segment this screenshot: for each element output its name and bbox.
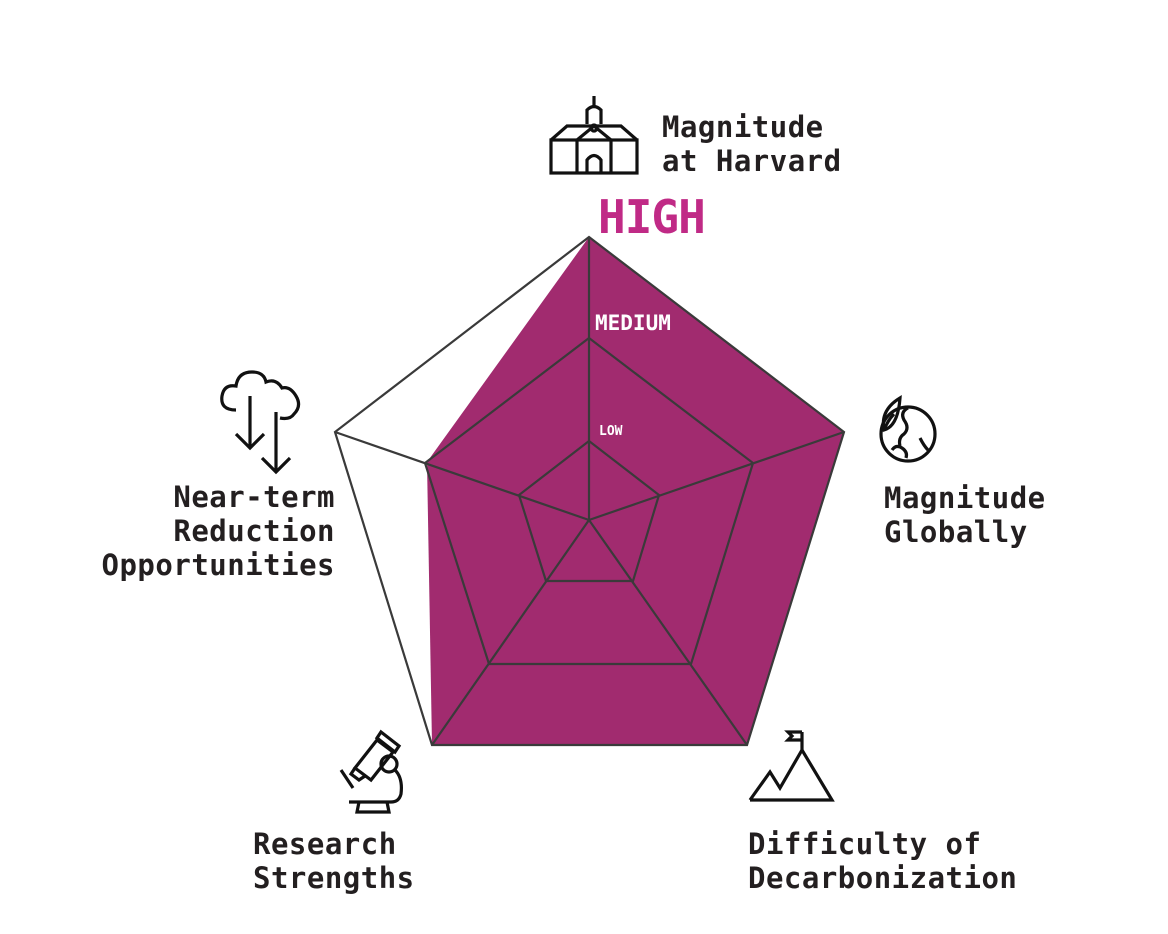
microscope-icon <box>337 728 409 818</box>
cloud-arrows-down-icon <box>218 370 304 480</box>
globe-leaf-icon <box>870 394 940 470</box>
grid-spokes <box>334 237 845 746</box>
building-icon <box>547 94 643 182</box>
grid-ring-high <box>333 235 846 747</box>
grid-ring-low <box>517 439 661 583</box>
axis-label-difficulty-decarbonization: Difficulty of Decarbonization <box>748 827 1018 895</box>
data-area <box>427 237 844 745</box>
axis-label-magnitude-harvard: Magnitude at Harvard <box>662 110 842 178</box>
level-label-medium: MEDIUM <box>595 311 671 335</box>
mountain-flag-icon <box>748 728 838 808</box>
level-label-low: LOW <box>599 424 623 439</box>
grid-ring-medium <box>423 336 755 666</box>
level-label-high: HIGH <box>598 190 706 244</box>
axis-label-magnitude-globally: Magnitude Globally <box>884 481 1046 549</box>
axis-label-near-term-reduction: Near-term Reduction Opportunities <box>101 480 335 582</box>
axis-label-research-strengths: Research Strengths <box>253 827 415 895</box>
